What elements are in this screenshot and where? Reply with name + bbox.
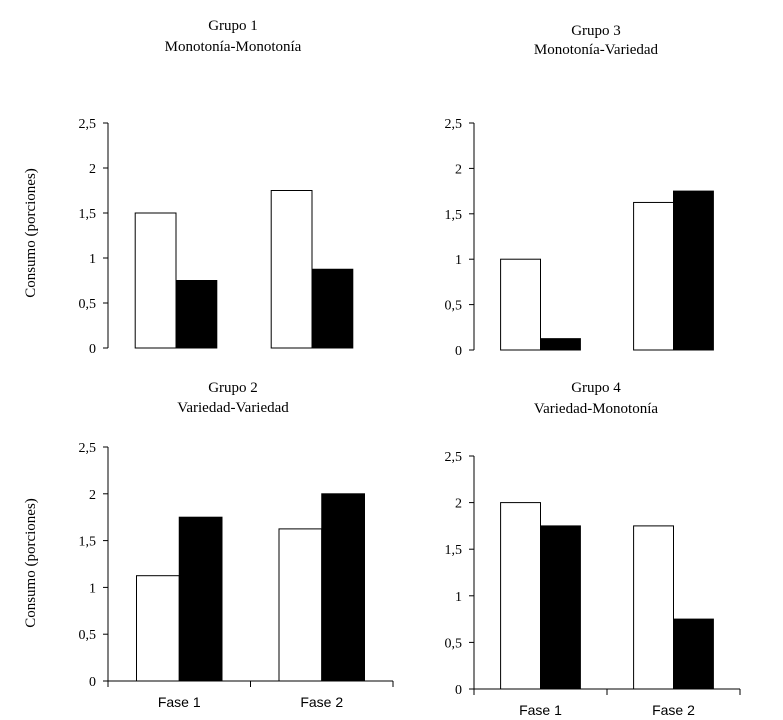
bar-series1-2 (633, 525, 674, 690)
y-tick-label: 2 (89, 162, 96, 177)
panel-title-line1: Grupo 2 (208, 380, 258, 396)
panel-title-line1: Grupo 4 (571, 380, 621, 396)
panel-title-line2: Variedad-Monotonía (534, 401, 658, 417)
y-tick-label: 0,5 (445, 636, 463, 651)
bar-series1-1 (500, 502, 542, 690)
panel-title-line2: Monotonía-Monotonía (165, 39, 302, 55)
bar-series2-1 (540, 338, 581, 351)
bar-series1-2 (278, 528, 323, 682)
y-tick-label: 2 (89, 488, 96, 503)
y-tick-label: 2,5 (79, 441, 97, 456)
bar-series2-2 (673, 618, 714, 690)
y-tick-label: 1,5 (445, 543, 463, 558)
bar-series1-1 (136, 575, 180, 682)
y-tick-label: 1,5 (79, 207, 97, 222)
bar-series2-2 (673, 190, 714, 351)
bar-series2-2 (321, 493, 365, 682)
bar-series2-2 (311, 268, 354, 349)
y-tick-label: 2 (455, 162, 462, 177)
x-category-label: Fase 1 (519, 702, 562, 718)
bar-series1-2 (633, 201, 674, 351)
y-tick-label: 0,5 (79, 297, 97, 312)
y-tick-label: 0 (89, 675, 96, 690)
bar-series1-1 (500, 258, 542, 351)
y-tick-label: 1 (89, 581, 96, 596)
panel-title-line2: Monotonía-Variedad (534, 42, 659, 58)
y-tick-label: 0,5 (445, 299, 463, 314)
y-tick-label: 0 (455, 344, 462, 359)
y-tick-label: 0,5 (79, 628, 97, 643)
y-tick-label: 0 (89, 342, 96, 357)
y-tick-label: 2,5 (445, 117, 463, 132)
y-axis-title: Consumo (porciones) (23, 498, 39, 628)
x-category-label: Fase 2 (300, 694, 343, 710)
y-tick-label: 0 (455, 683, 462, 698)
y-tick-label: 1 (455, 590, 462, 605)
bar-series2-1 (178, 516, 223, 682)
y-tick-label: 1,5 (445, 208, 463, 223)
panel-title-line2: Variedad-Variedad (177, 400, 289, 416)
panel-title-line1: Grupo 3 (571, 23, 621, 39)
y-axis-title: Consumo (porciones) (23, 168, 39, 298)
bar-series2-1 (540, 525, 581, 690)
y-tick-label: 1 (455, 253, 462, 268)
panel-title-line1: Grupo 1 (208, 18, 258, 34)
y-tick-label: 1,5 (79, 535, 97, 550)
bar-series1-2 (270, 190, 313, 349)
x-category-label: Fase 1 (158, 694, 201, 710)
bar-series1-1 (134, 212, 177, 349)
x-category-label: Fase 2 (652, 702, 695, 718)
y-tick-label: 1 (89, 252, 96, 267)
y-tick-label: 2 (455, 497, 462, 512)
y-tick-label: 2,5 (445, 450, 463, 465)
y-tick-label: 2,5 (79, 117, 97, 132)
bar-series2-1 (175, 280, 218, 349)
